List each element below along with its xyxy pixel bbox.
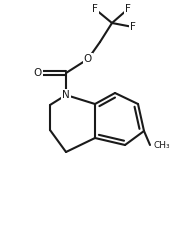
Text: N: N — [62, 90, 70, 100]
Text: CH₃: CH₃ — [153, 140, 170, 149]
Text: F: F — [130, 22, 136, 32]
Text: F: F — [125, 4, 131, 14]
Text: O: O — [84, 54, 92, 64]
Text: O: O — [34, 68, 42, 78]
Text: F: F — [92, 4, 98, 14]
